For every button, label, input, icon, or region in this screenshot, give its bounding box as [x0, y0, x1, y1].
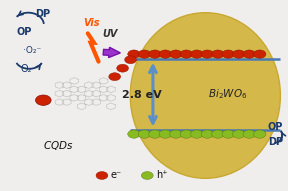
Circle shape — [191, 130, 203, 138]
Circle shape — [243, 130, 255, 138]
Circle shape — [35, 95, 51, 105]
Circle shape — [138, 50, 151, 58]
Circle shape — [253, 130, 266, 138]
Text: ·: · — [276, 135, 280, 145]
Circle shape — [128, 50, 140, 58]
Circle shape — [232, 50, 245, 58]
Text: UV: UV — [103, 29, 118, 39]
Text: O₂: O₂ — [20, 64, 32, 74]
Circle shape — [125, 56, 137, 64]
Text: ·: · — [276, 121, 280, 131]
Circle shape — [191, 50, 203, 58]
Circle shape — [180, 50, 193, 58]
Text: OP: OP — [268, 122, 283, 133]
Text: $\mathit{Bi_2WO_6}$: $\mathit{Bi_2WO_6}$ — [208, 88, 248, 101]
Circle shape — [96, 172, 108, 179]
Text: ·: · — [43, 7, 47, 17]
Circle shape — [117, 64, 128, 72]
Circle shape — [232, 130, 245, 138]
Circle shape — [253, 50, 266, 58]
Text: $\mathit{CQDs}$: $\mathit{CQDs}$ — [43, 139, 73, 152]
Circle shape — [201, 50, 213, 58]
Circle shape — [159, 50, 172, 58]
Ellipse shape — [130, 13, 281, 178]
Circle shape — [243, 50, 255, 58]
Text: DP: DP — [35, 9, 50, 19]
Text: Vis: Vis — [83, 18, 99, 28]
Text: OP: OP — [16, 28, 31, 37]
Text: 2.8 eV: 2.8 eV — [122, 90, 162, 100]
Circle shape — [141, 172, 153, 179]
Circle shape — [128, 130, 140, 138]
Circle shape — [170, 130, 182, 138]
Circle shape — [201, 130, 213, 138]
Circle shape — [212, 130, 224, 138]
Text: ·: · — [24, 26, 28, 36]
Text: e⁻: e⁻ — [110, 171, 122, 180]
Text: ·O₂⁻: ·O₂⁻ — [24, 46, 42, 55]
Circle shape — [222, 50, 234, 58]
Circle shape — [149, 130, 161, 138]
Circle shape — [170, 50, 182, 58]
Circle shape — [149, 50, 161, 58]
Circle shape — [180, 130, 193, 138]
Circle shape — [212, 50, 224, 58]
Circle shape — [109, 73, 121, 81]
Text: DP: DP — [268, 137, 283, 147]
Circle shape — [138, 130, 151, 138]
Text: h⁺: h⁺ — [156, 171, 167, 180]
Circle shape — [159, 130, 172, 138]
FancyArrow shape — [103, 47, 120, 58]
Circle shape — [222, 130, 234, 138]
